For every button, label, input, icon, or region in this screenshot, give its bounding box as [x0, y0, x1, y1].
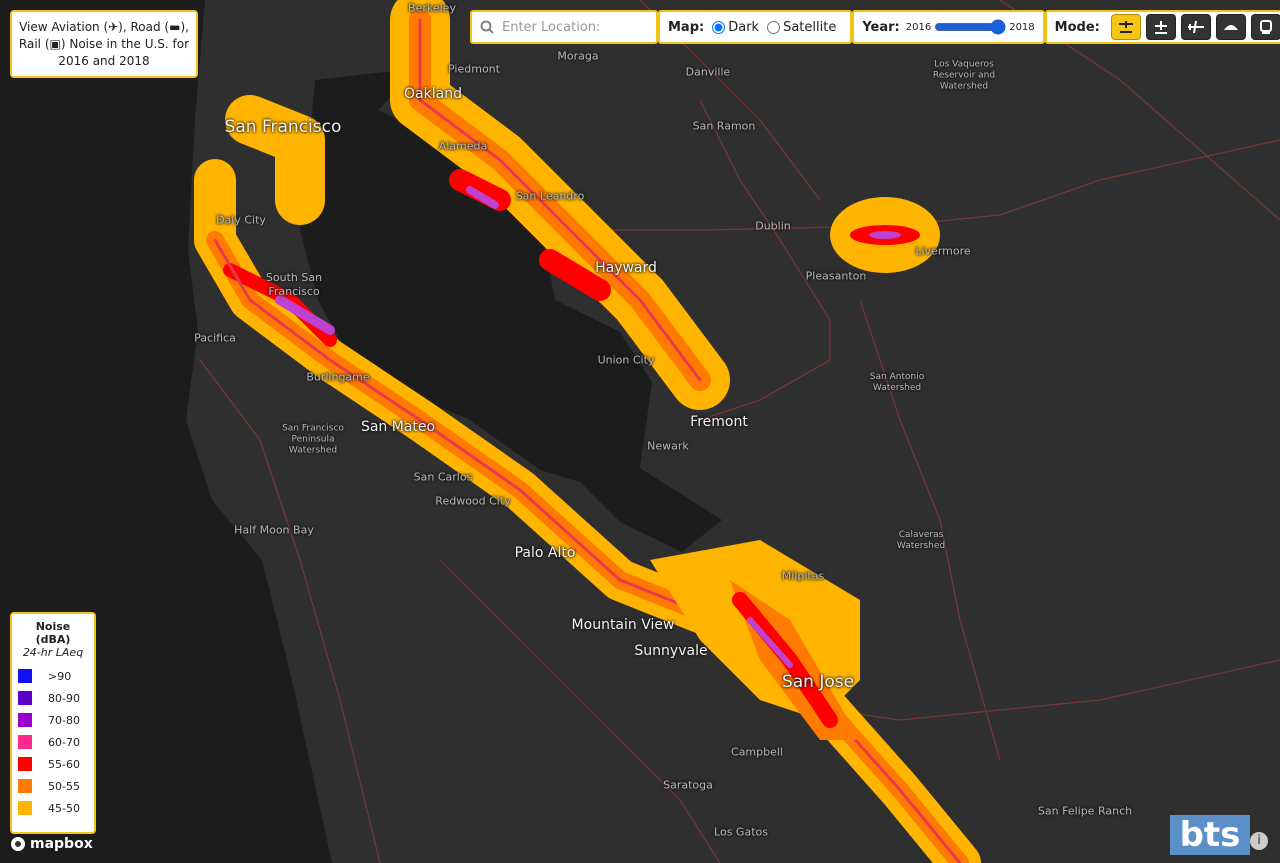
map-style-option-label: Dark [728, 19, 760, 35]
noise-livermore-core [869, 231, 901, 239]
place-label: Los Vaqueros Reservoir and Watershed [932, 59, 996, 92]
place-label: San Carlos [413, 470, 473, 484]
legend-swatch [18, 669, 32, 683]
search-box[interactable]: Enter Location: [470, 10, 658, 44]
year-min: 2016 [905, 21, 932, 33]
legend-item: >90 [18, 665, 88, 687]
legend-label: 55-60 [48, 757, 80, 771]
noise-contours [194, 0, 981, 863]
place-label: San Mateo [360, 419, 436, 435]
place-label: Campbell [731, 745, 783, 759]
place-label: Daly City [216, 213, 266, 227]
place-label: San Leandro [515, 189, 585, 203]
mode-road[interactable] [1215, 14, 1246, 40]
place-label: Burlingame [306, 370, 370, 384]
legend-label: 45-50 [48, 801, 80, 815]
search-icon [480, 20, 494, 34]
place-label: San Francisco Peninsula Watershed [282, 423, 344, 456]
map-style-option[interactable]: Dark [710, 20, 759, 35]
year-label: Year: [862, 19, 900, 35]
place-label: Oakland [404, 86, 462, 102]
mode-all[interactable] [1110, 14, 1141, 40]
map-style-option[interactable]: Satellite [765, 20, 836, 35]
legend-label: 60-70 [48, 735, 80, 749]
place-label: Livermore [915, 244, 971, 258]
attribution-text: mapbox [30, 836, 93, 852]
legend-swatch [18, 691, 32, 705]
map-style-radio[interactable] [712, 20, 726, 34]
place-label: Milpitas [781, 569, 825, 583]
place-label: San Ramon [692, 119, 756, 133]
toolbar: Enter Location: Map: Dark Satellite Year:… [470, 10, 1280, 44]
search-placeholder: Enter Location: [502, 19, 601, 35]
legend-swatch [18, 801, 32, 815]
place-label: Danville [685, 65, 731, 79]
legend-swatch [18, 779, 32, 793]
legend: Noise (dBA) 24-hr LAeq >90 80-90 70-80 60-7… [10, 612, 96, 834]
place-label: San Francisco [224, 117, 342, 137]
place-label: South San Francisco [265, 271, 323, 298]
place-label: Saratoga [663, 778, 713, 792]
bay [300, 68, 722, 552]
place-label: Pacifica [194, 331, 236, 345]
legend-item: 55-60 [18, 753, 88, 775]
mode-aviation[interactable] [1180, 14, 1211, 40]
place-label: Fremont [690, 414, 748, 430]
place-label: Calaveras Watershed [896, 530, 946, 551]
place-label: Redwood City [435, 494, 511, 508]
place-label: Newark [647, 439, 689, 453]
legend-label: 50-55 [48, 779, 80, 793]
map-style: Map: Dark Satellite [658, 10, 853, 44]
legend-swatch [18, 735, 32, 749]
year-control: Year: 2016 2018 [852, 10, 1045, 44]
legend-item: 50-55 [18, 775, 88, 797]
legend-items: >90 80-90 70-80 60-70 55-60 50-55 45-50 [18, 665, 88, 819]
legend-title: Noise (dBA) [35, 620, 71, 646]
place-label: San Felipe Ranch [1037, 804, 1133, 818]
place-label: Sunnyvale [634, 643, 708, 659]
place-label: Piedmont [448, 62, 500, 76]
mode-aviation-road[interactable] [1145, 14, 1176, 40]
place-label: Moraga [557, 49, 599, 63]
map-style-option-label: Satellite [783, 19, 837, 35]
legend-label: 70-80 [48, 713, 80, 727]
year-slider[interactable] [934, 19, 1007, 35]
place-label: Los Gatos [714, 825, 768, 839]
place-label: Palo Alto [514, 545, 576, 561]
legend-item: 45-50 [18, 797, 88, 819]
mapbox-icon [11, 837, 25, 851]
mode-label: Mode: [1054, 19, 1100, 35]
legend-subtitle: 24-hr LAeq [22, 646, 84, 659]
map-style-label: Map: [668, 19, 705, 35]
noise-sj-red [732, 592, 838, 728]
place-label: San Antonio Watershed [869, 372, 925, 393]
place-label: Pleasanton [805, 269, 867, 283]
legend-item: 80-90 [18, 687, 88, 709]
mode-control: Mode: [1044, 10, 1280, 44]
place-label: Berkeley [408, 1, 456, 15]
place-label: Alameda [438, 139, 488, 153]
logo[interactable]: bts [1170, 815, 1250, 855]
place-label: Hayward [595, 260, 657, 276]
legend-swatch [18, 713, 32, 727]
place-label: Union City [597, 353, 655, 367]
legend-swatch [18, 757, 32, 771]
place-label: Dublin [755, 219, 791, 233]
legend-label: 80-90 [48, 691, 80, 705]
info-box: View Aviation (✈), Road (▬), Rail (▣) No… [10, 10, 198, 78]
place-label: Half Moon Bay [234, 523, 314, 537]
info-icon[interactable]: i [1250, 832, 1268, 850]
map-style-radio[interactable] [767, 20, 781, 34]
noise-sj-core [747, 617, 793, 668]
mode-rail[interactable] [1250, 14, 1280, 40]
attribution[interactable]: mapbox [10, 836, 93, 852]
legend-item: 60-70 [18, 731, 88, 753]
place-label: Mountain View [571, 617, 675, 633]
year-max: 2018 [1009, 21, 1035, 33]
legend-item: 70-80 [18, 709, 88, 731]
legend-label: >90 [48, 669, 72, 683]
place-label: San Jose [781, 672, 855, 692]
